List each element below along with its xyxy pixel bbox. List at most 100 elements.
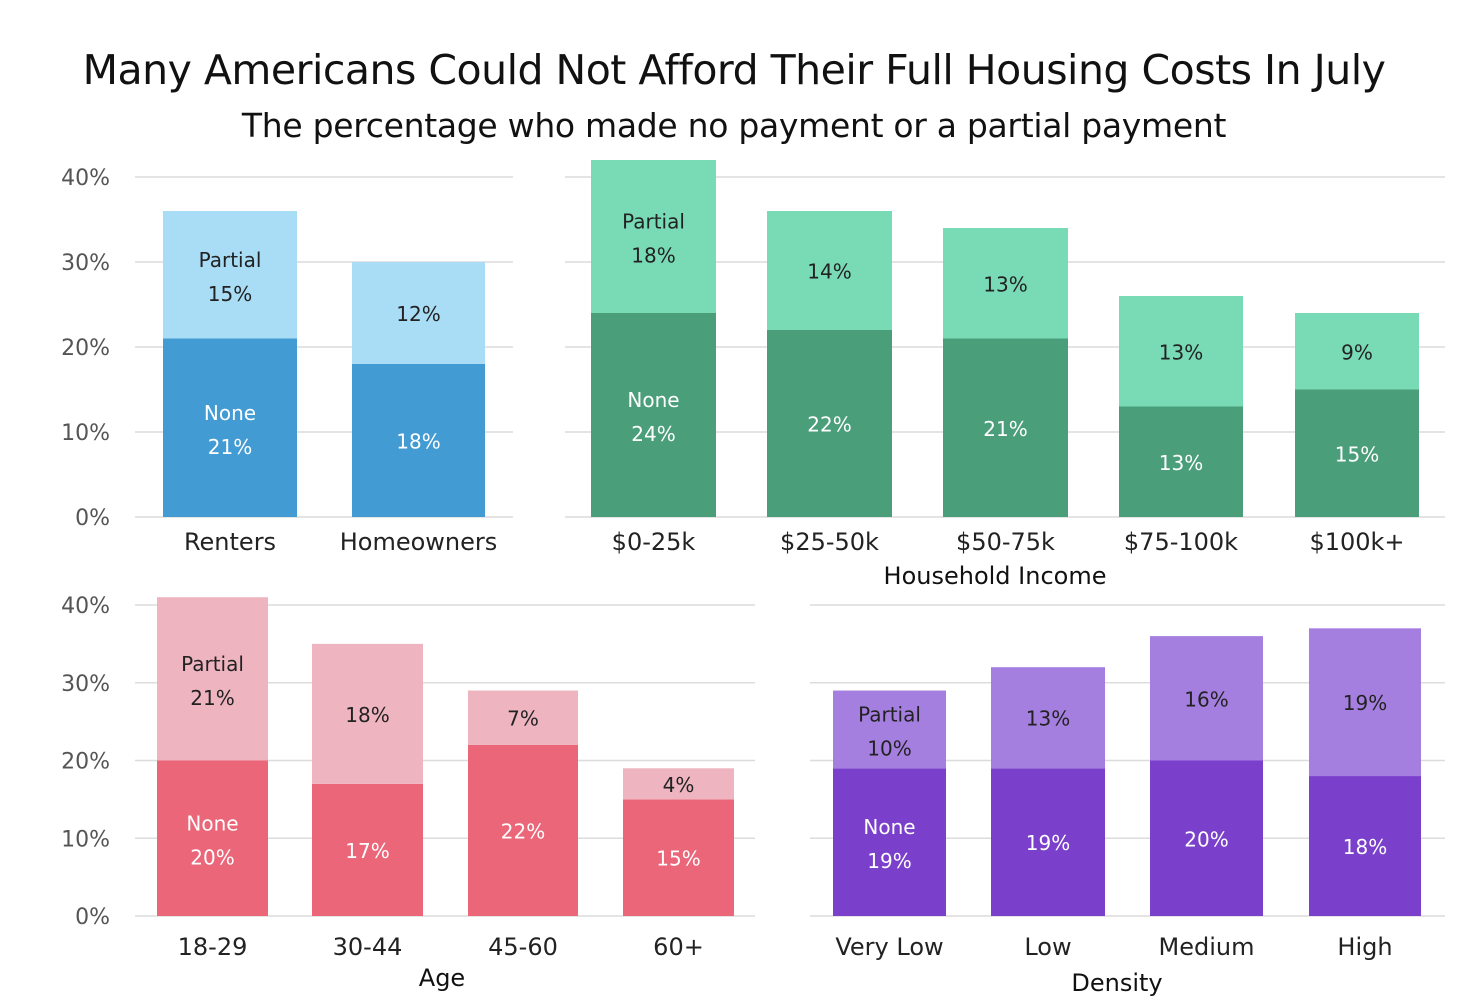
bar-partial bbox=[833, 690, 946, 769]
bar-none bbox=[312, 783, 423, 916]
bar-none bbox=[1309, 776, 1421, 916]
y-tick-label: 40% bbox=[61, 166, 110, 191]
x-axis-title: Household Income bbox=[884, 562, 1107, 590]
data-label: 18% bbox=[631, 244, 675, 268]
data-label: 9% bbox=[1341, 340, 1373, 364]
series-label: Partial bbox=[858, 702, 921, 726]
bar-partial bbox=[1295, 313, 1419, 390]
bar-none bbox=[623, 799, 734, 916]
y-tick-label: 30% bbox=[61, 672, 110, 697]
series-label: Partial bbox=[622, 210, 685, 234]
x-category-label: Low bbox=[1024, 933, 1071, 961]
data-label: 24% bbox=[631, 422, 675, 446]
bar-none bbox=[591, 313, 716, 517]
bar-partial bbox=[1309, 628, 1421, 777]
panel-3: None 19% Partial 10% Very Low 19% 13% Low 20% 16%… bbox=[810, 604, 1445, 997]
data-label: 13% bbox=[1159, 451, 1203, 475]
y-tick-label: 10% bbox=[61, 421, 110, 446]
data-label: 16% bbox=[1184, 687, 1228, 711]
data-label: 14% bbox=[807, 260, 851, 284]
data-label: 13% bbox=[1026, 707, 1070, 731]
bar-partial bbox=[157, 597, 268, 761]
data-label: 13% bbox=[1159, 340, 1203, 364]
y-tick-label: 20% bbox=[61, 336, 110, 361]
x-axis-title: Age bbox=[419, 964, 465, 992]
bar-none bbox=[468, 744, 578, 916]
series-label: None bbox=[863, 815, 915, 839]
x-category-label: Very Low bbox=[835, 933, 943, 961]
bar-none bbox=[352, 364, 485, 517]
chart-subtitle: The percentage who made no payment or a … bbox=[241, 106, 1227, 145]
data-label: 20% bbox=[1184, 827, 1228, 851]
y-tick-label: 0% bbox=[75, 905, 110, 930]
y-tick-label: 30% bbox=[61, 251, 110, 276]
data-label: 15% bbox=[1335, 442, 1379, 466]
x-category-label: 60+ bbox=[653, 933, 704, 961]
panel-2: 0% 10% 20% 30% 40% None 20% Partial 21% 18-29 17% 1… bbox=[61, 594, 755, 992]
data-label: 15% bbox=[208, 282, 252, 306]
data-label: 19% bbox=[1026, 831, 1070, 855]
bar-partial bbox=[163, 211, 297, 339]
data-label: 21% bbox=[983, 417, 1027, 441]
panel-1: None 24% Partial 18% $0-25k 22% 14% $25-50k 21% 1… bbox=[565, 160, 1445, 590]
bar-none bbox=[1150, 760, 1263, 916]
data-label: 21% bbox=[208, 435, 252, 459]
bar-none bbox=[991, 768, 1105, 916]
data-label: 22% bbox=[501, 819, 545, 843]
bar-partial bbox=[943, 228, 1068, 339]
data-label: 18% bbox=[345, 703, 389, 727]
data-label: 18% bbox=[1343, 835, 1387, 859]
bar-none bbox=[1119, 406, 1243, 517]
series-label: None bbox=[204, 401, 256, 425]
data-label: 19% bbox=[1343, 691, 1387, 715]
x-category-label: Medium bbox=[1159, 933, 1255, 961]
data-label: 22% bbox=[807, 413, 851, 437]
x-category-label: $25-50k bbox=[780, 528, 879, 556]
y-tick-label: 10% bbox=[61, 827, 110, 852]
bar-none bbox=[163, 338, 297, 517]
x-category-label: $50-75k bbox=[956, 528, 1055, 556]
x-axis-title: Density bbox=[1071, 969, 1162, 997]
data-label: 12% bbox=[396, 302, 440, 326]
x-category-label: $0-25k bbox=[612, 528, 696, 556]
data-label: 13% bbox=[983, 272, 1027, 296]
chart-title: Many Americans Could Not Afford Their Fu… bbox=[82, 46, 1386, 94]
bar-none bbox=[767, 330, 892, 517]
bar-none bbox=[1295, 389, 1419, 517]
x-category-label: High bbox=[1337, 933, 1392, 961]
bar-partial bbox=[352, 262, 485, 364]
x-category-label: 18-29 bbox=[178, 933, 248, 961]
bar-partial bbox=[1119, 296, 1243, 407]
bar-partial bbox=[468, 690, 578, 745]
bar-partial bbox=[312, 643, 423, 784]
bar-partial bbox=[991, 667, 1105, 769]
x-category-label: Homeowners bbox=[340, 528, 498, 556]
bar-partial bbox=[623, 768, 734, 800]
bar-none bbox=[943, 338, 1068, 517]
series-label: Partial bbox=[181, 652, 244, 676]
y-tick-label: 0% bbox=[75, 506, 110, 531]
data-label: 7% bbox=[507, 707, 539, 731]
data-label: 19% bbox=[867, 849, 911, 873]
series-label: None bbox=[186, 811, 238, 835]
x-category-label: 30-44 bbox=[333, 933, 403, 961]
data-label: 20% bbox=[190, 845, 234, 869]
bar-partial bbox=[1150, 636, 1263, 761]
bar-partial bbox=[767, 211, 892, 330]
series-label: None bbox=[627, 388, 679, 412]
y-tick-label: 20% bbox=[61, 750, 110, 775]
x-category-label: $75-100k bbox=[1124, 528, 1238, 556]
series-label: Partial bbox=[199, 248, 262, 272]
bar-none bbox=[833, 768, 946, 916]
data-label: 21% bbox=[190, 686, 234, 710]
data-label: 17% bbox=[345, 839, 389, 863]
data-label: 10% bbox=[867, 736, 911, 760]
x-category-label: $100k+ bbox=[1309, 528, 1404, 556]
data-label: 4% bbox=[663, 773, 695, 797]
bar-partial bbox=[591, 160, 716, 313]
bar-none bbox=[157, 760, 268, 916]
y-tick-label: 40% bbox=[61, 594, 110, 619]
data-label: 18% bbox=[396, 430, 440, 454]
x-category-label: Renters bbox=[184, 528, 276, 556]
